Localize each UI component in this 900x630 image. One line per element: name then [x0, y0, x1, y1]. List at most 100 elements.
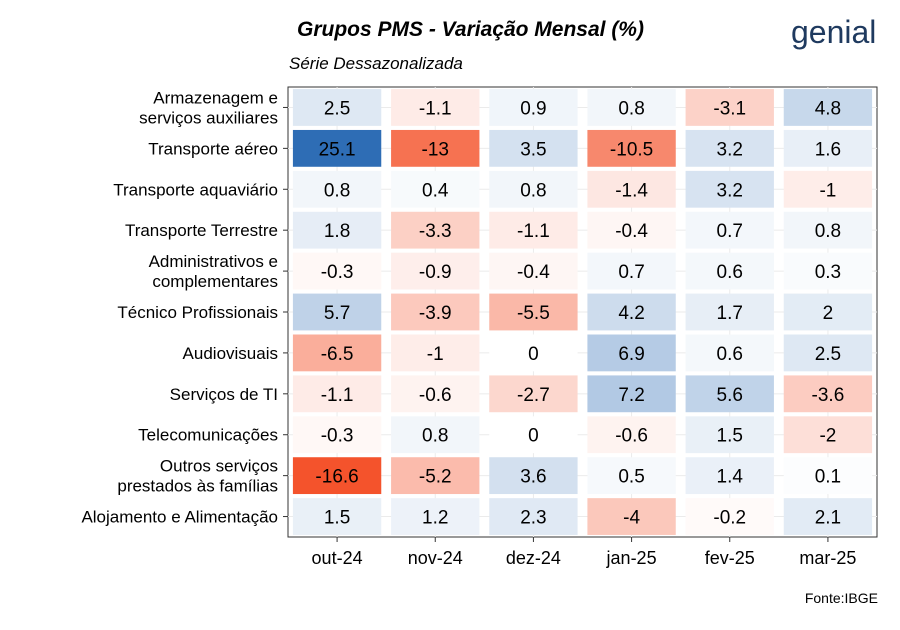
cell-value-label: 0.4 [422, 180, 449, 201]
heatmap-cell [685, 334, 774, 372]
heatmap-cell [587, 293, 676, 331]
y-axis-label: Audiovisuais [183, 344, 278, 363]
cell-value-label: 0.8 [520, 180, 546, 201]
heatmap-cell [685, 129, 774, 167]
cell-value-label: 1.5 [324, 508, 350, 529]
cell-value-label: -0.3 [321, 262, 354, 283]
heatmap-cell [391, 89, 480, 126]
cell-value-label: 5.7 [324, 303, 350, 324]
heatmap-cell [391, 375, 480, 413]
cell-value-label: -0.2 [713, 508, 746, 529]
y-axis-label: Alojamento e Alimentação [81, 508, 278, 527]
x-axis-label: out-24 [312, 548, 363, 568]
heatmap-cell [292, 375, 382, 413]
heatmap-cell [783, 89, 873, 126]
cell-value-label: 0 [528, 426, 539, 447]
cell-value-label: 1.6 [815, 139, 841, 160]
cell-value-label: 2 [823, 303, 834, 324]
cell-value-label: 25.1 [319, 139, 356, 160]
heatmap-cell [685, 89, 774, 126]
y-axis-label: Transporte aquaviário [113, 180, 278, 199]
heatmap-cell [391, 211, 480, 249]
cell-value-label: -5.2 [419, 467, 452, 488]
heatmap-cell [391, 498, 480, 535]
heatmap-cell [587, 416, 676, 454]
heatmap-cell [292, 498, 382, 535]
cell-value-label: -0.4 [615, 221, 648, 242]
cell-value-label: -5.5 [517, 303, 550, 324]
cell-value-label: 3.2 [717, 180, 743, 201]
cell-value-label: 1.7 [717, 303, 743, 324]
genial-logo: genial [791, 14, 877, 50]
heatmap-cell [489, 170, 578, 208]
x-axis-label: jan-25 [606, 548, 657, 568]
cell-value-label: 1.8 [324, 221, 350, 242]
heatmap-cell [587, 457, 676, 495]
heatmap-cell [391, 457, 480, 495]
heatmap-cell [489, 89, 578, 126]
cell-value-label: -6.5 [321, 344, 354, 365]
heatmap-cell [783, 252, 873, 290]
cell-value-label: -4 [623, 508, 640, 529]
heatmap-cell [783, 457, 873, 495]
heatmap-cell [587, 334, 676, 372]
cell-value-label: -1.4 [615, 180, 648, 201]
cell-value-label: 2.5 [324, 98, 350, 119]
cell-value-label: 2.1 [815, 508, 841, 529]
heatmap-cell [587, 211, 676, 249]
cell-value-label: -1 [427, 344, 444, 365]
heatmap-cell [587, 498, 676, 535]
x-axis-label: nov-24 [408, 548, 463, 568]
cell-value-label: 0.7 [717, 221, 743, 242]
heatmap-cell [685, 457, 774, 495]
y-axis-label: Administrativos e [149, 252, 278, 271]
heatmap-cell [587, 129, 676, 167]
cell-value-label: 4.2 [618, 303, 644, 324]
heatmap-cell [783, 170, 873, 208]
cell-value-label: -0.3 [321, 426, 354, 447]
heatmap-cell [587, 89, 676, 126]
cell-value-label: 0.8 [618, 98, 644, 119]
cell-value-label: -0.6 [615, 426, 648, 447]
heatmap-cell [292, 129, 382, 167]
heatmap-cell [292, 416, 382, 454]
cell-value-label: 6.9 [618, 344, 644, 365]
cell-value-label: 3.2 [717, 139, 743, 160]
heatmap-cell [292, 334, 382, 372]
cell-value-label: -2 [819, 426, 836, 447]
y-axis-label: Telecomunicações [138, 426, 278, 445]
x-axis-label: dez-24 [506, 548, 561, 568]
cell-value-label: -13 [422, 139, 449, 160]
heatmap-cell [391, 293, 480, 331]
y-axis-label: complementares [152, 272, 278, 291]
heatmap-cell [292, 211, 382, 249]
heatmap-cell [685, 293, 774, 331]
cell-value-label: 1.5 [717, 426, 743, 447]
cell-value-label: 1.4 [717, 467, 744, 488]
chart-subtitle: Série Dessazonalizada [289, 54, 463, 73]
heatmap-cell [292, 293, 382, 331]
heatmap-cell [783, 375, 873, 413]
heatmap-cell [783, 129, 873, 167]
y-axis-label: Serviços de TI [170, 385, 278, 404]
cell-value-label: -10.5 [610, 139, 653, 160]
heatmap-cell [489, 334, 578, 372]
source-note: Fonte:IBGE [804, 590, 878, 606]
heatmap-cell [391, 170, 480, 208]
heatmap-cell [783, 498, 873, 535]
y-axis-label: Armazenagem e [153, 88, 278, 107]
cell-value-label: 0.6 [717, 344, 743, 365]
heatmap-cell [292, 89, 382, 126]
heatmap-cell [489, 498, 578, 535]
heatmap-cell [685, 211, 774, 249]
heatmap-cell [391, 416, 480, 454]
cell-value-label: -3.3 [419, 221, 452, 242]
cell-value-label: -1.1 [419, 98, 452, 119]
heatmap-cell [783, 334, 873, 372]
cell-value-label: 4.8 [815, 98, 841, 119]
cell-value-label: 0.8 [324, 180, 350, 201]
cell-value-label: 2.3 [520, 508, 546, 529]
cell-value-label: -0.9 [419, 262, 452, 283]
heatmap-cell [685, 170, 774, 208]
heatmap-cell [685, 498, 774, 535]
